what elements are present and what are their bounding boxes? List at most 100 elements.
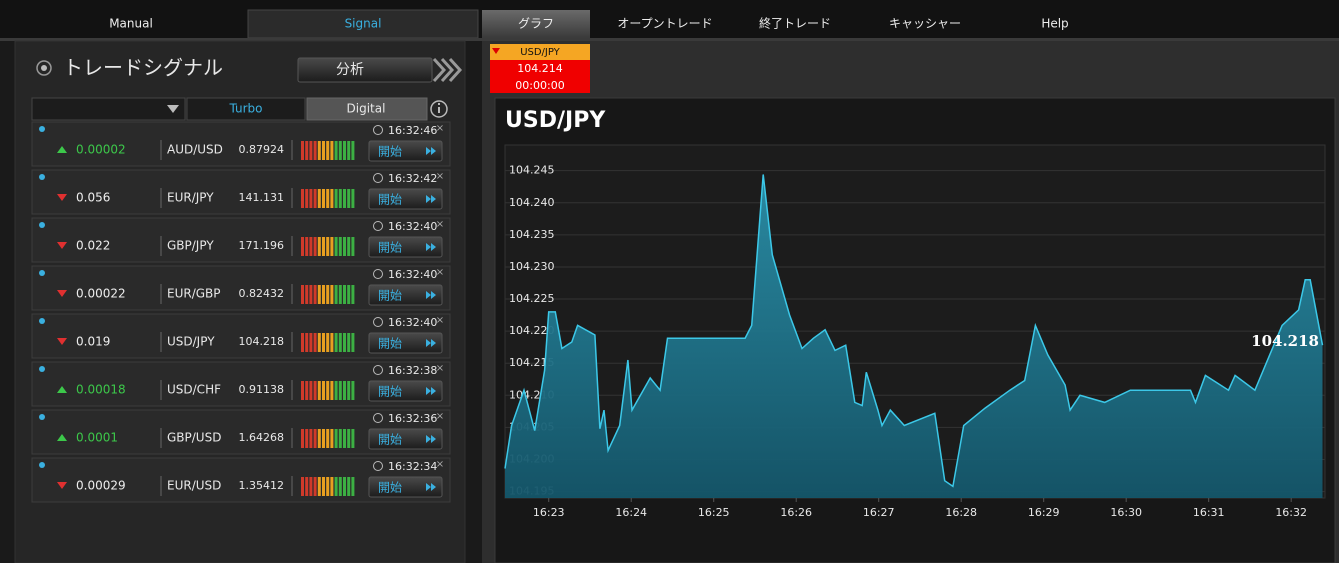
- chevrons: [432, 57, 463, 83]
- row-dot: [39, 366, 45, 372]
- strength-bar: [343, 285, 346, 304]
- start-button[interactable]: [368, 380, 443, 402]
- strength-bar: [347, 285, 351, 304]
- strength-bar: [347, 381, 351, 400]
- strength-bar: [326, 189, 330, 208]
- strength-bar: [317, 189, 321, 208]
- filter-dropdown[interactable]: [31, 97, 186, 121]
- start-button[interactable]: [368, 332, 443, 354]
- strength-bar: [326, 237, 330, 256]
- x-tick-label: 16:24: [615, 506, 647, 519]
- strength-bar: [347, 333, 351, 352]
- strength-bar: [313, 477, 317, 496]
- y-tick-label: 104.235: [509, 228, 555, 241]
- row-close[interactable]: ×: [436, 171, 444, 182]
- row-time: 16:32:38: [388, 364, 437, 377]
- strength-bar: [330, 333, 334, 352]
- row-pair: EUR/USD: [167, 479, 221, 493]
- nav-tab[interactable]: 終了トレード: [759, 16, 831, 31]
- info-icon[interactable]: [430, 100, 448, 118]
- strength-bar: [351, 477, 355, 496]
- clock-icon: [373, 221, 383, 231]
- strength-bar: [351, 141, 355, 160]
- start-button[interactable]: [368, 428, 443, 450]
- start-icon: [426, 483, 436, 491]
- strength-bar: [334, 429, 338, 448]
- strength-bar: [326, 333, 330, 352]
- radio-icon: [36, 60, 52, 76]
- row-pair: GBP/JPY: [167, 239, 214, 253]
- strength-bar: [322, 477, 325, 496]
- strength-bar: [322, 381, 325, 400]
- nav-tab[interactable]: Manual: [109, 17, 153, 31]
- analyze-button[interactable]: [297, 57, 433, 83]
- start-button[interactable]: [368, 188, 443, 210]
- row-dot: [39, 318, 45, 324]
- start-label: 開始: [378, 337, 402, 351]
- radio-dot: [41, 65, 47, 71]
- turbo-tab[interactable]: [186, 97, 306, 121]
- row-pair: AUD/USD: [167, 143, 223, 157]
- start-button[interactable]: [368, 236, 443, 258]
- strength-bar: [351, 429, 355, 448]
- x-tick-label: 16:25: [698, 506, 730, 519]
- strength-bar: [338, 477, 342, 496]
- row-time: 16:32:36: [388, 412, 437, 425]
- start-label: 開始: [378, 433, 402, 447]
- strength-bar: [330, 141, 334, 160]
- start-button[interactable]: [368, 476, 443, 498]
- ticker-header: [490, 44, 590, 60]
- row-dot: [39, 462, 45, 468]
- strength-bar: [326, 429, 330, 448]
- row-price: 171.196: [239, 239, 285, 252]
- row-close[interactable]: ×: [436, 267, 444, 278]
- row-change: 0.019: [76, 335, 110, 349]
- strength-bar: [309, 189, 313, 208]
- row-time: 16:32:40: [388, 220, 437, 233]
- clock-icon: [373, 461, 383, 471]
- strength-bar: [317, 477, 321, 496]
- row-close[interactable]: ×: [436, 219, 444, 230]
- row-dot: [39, 174, 45, 180]
- start-button[interactable]: [368, 140, 443, 162]
- nav-tab[interactable]: Help: [1041, 17, 1068, 31]
- strength-bar: [343, 429, 346, 448]
- strength-bar: [322, 189, 325, 208]
- row-close[interactable]: ×: [436, 363, 444, 374]
- row-dot: [39, 126, 45, 132]
- row-close[interactable]: ×: [436, 315, 444, 326]
- nav-tab[interactable]: Signal: [345, 17, 382, 31]
- start-label: 開始: [378, 481, 402, 495]
- strength-bar: [343, 141, 346, 160]
- start-icon: [426, 291, 436, 299]
- digital-label: Digital: [347, 102, 386, 116]
- row-dot: [39, 222, 45, 228]
- nav-tab[interactable]: キャッシャー: [889, 17, 961, 31]
- row-close[interactable]: ×: [436, 123, 444, 134]
- strength-bar: [305, 141, 309, 160]
- strength-bar: [338, 429, 342, 448]
- x-tick-label: 16:28: [945, 506, 977, 519]
- digital-tab[interactable]: [306, 97, 428, 121]
- strength-bar: [330, 285, 334, 304]
- start-icon: [426, 195, 436, 203]
- nav-tab[interactable]: グラフ: [518, 17, 554, 31]
- strength-bar: [334, 333, 338, 352]
- start-button[interactable]: [368, 284, 443, 306]
- start-icon: [426, 435, 436, 443]
- start-icon: [426, 387, 436, 395]
- x-tick-label: 16:32: [1275, 506, 1307, 519]
- nav-tab[interactable]: オープントレード: [617, 17, 712, 31]
- row-close[interactable]: ×: [436, 411, 444, 422]
- price-line: [504, 174, 1324, 488]
- strength-bar: [338, 285, 342, 304]
- y-tick-label: 104.245: [509, 164, 555, 177]
- y-tick-label: 104.225: [509, 292, 555, 305]
- y-tick-label: 104.220: [509, 324, 555, 337]
- row-time: 16:32:42: [388, 172, 437, 185]
- strength-bar: [326, 285, 330, 304]
- row-close[interactable]: ×: [436, 459, 444, 470]
- strength-bar: [313, 285, 317, 304]
- strength-bar: [326, 477, 330, 496]
- row-change: 0.00022: [76, 287, 126, 301]
